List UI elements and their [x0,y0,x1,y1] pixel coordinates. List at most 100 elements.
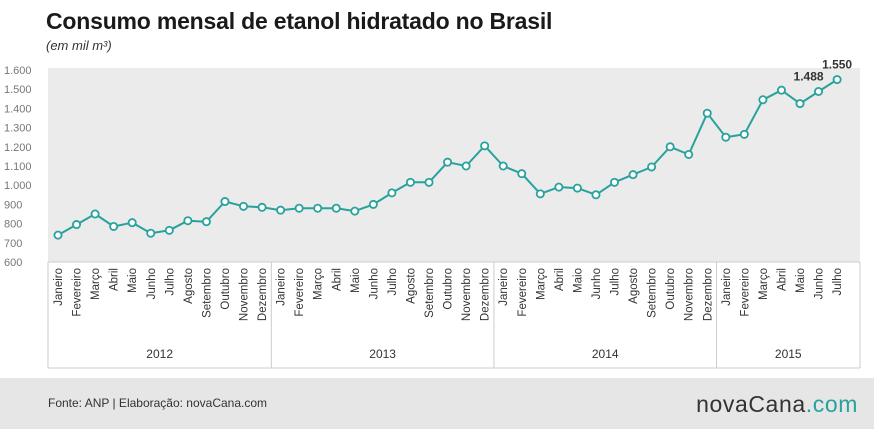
x-tick-label: Dezembro [257,268,269,321]
x-tick-label: Junho [814,268,826,299]
x-tick-label: Junho [368,268,380,299]
y-tick-label: 1.500 [4,84,32,96]
data-point [721,132,731,142]
data-point [628,170,638,180]
data-point [610,177,620,187]
data-point [739,129,749,139]
data-point [294,203,304,213]
data-point [665,142,675,152]
data-point [572,183,582,193]
year-label: 2015 [775,347,802,361]
x-tick-label: Maio [795,268,807,293]
novacana-logo: novaCana.com [696,391,858,418]
footer-bar: Fonte: ANP | Elaboração: novaCana.com no… [0,378,874,429]
data-point [758,95,768,105]
x-tick-label: Outubro [220,268,232,310]
x-tick-label: Março [758,268,770,300]
data-point [331,203,341,213]
x-tick-label: Abril [109,268,121,291]
data-point [498,161,508,171]
x-tick-label: Janeiro [276,268,288,306]
data-point [72,220,82,230]
data-point [517,169,527,179]
data-point [90,209,100,219]
data-point [238,201,248,211]
y-tick-label: 1.000 [4,180,32,192]
data-point [276,205,286,215]
data-point [702,108,712,118]
x-tick-label: Março [535,268,547,300]
y-tick-label: 1.200 [4,142,32,154]
x-tick-label: Junho [591,268,603,299]
chart-subtitle: (em mil m³) [46,38,112,53]
x-tick-label: Outubro [665,268,677,310]
data-point [480,141,490,151]
data-point [201,217,211,227]
plot-background [48,68,860,262]
y-tick-label: 1.400 [4,103,32,115]
logo-domain: .com [805,391,858,417]
data-point [127,218,137,228]
x-tick-label: Outubro [443,268,455,310]
x-tick-label: Dezembro [702,268,714,321]
data-point [164,225,174,235]
data-point [109,221,119,231]
data-point [257,202,267,212]
x-tick-label: Janeiro [498,268,510,306]
year-label: 2013 [369,347,396,361]
x-tick-label: Julho [164,268,176,296]
x-tick-label: Setembro [201,268,213,318]
x-tick-label: Abril [776,268,788,291]
x-tick-label: Novembro [461,268,473,321]
data-point [53,230,63,240]
x-tick-label: Novembro [684,268,696,321]
data-point [814,87,824,97]
data-point [795,99,805,109]
data-point [554,182,564,192]
line-chart: 600 700 800 900 1.000 1.100 1.200 1.300 1.400 1.5… [4,58,861,369]
x-tick-label: Julho [832,268,844,296]
data-label: 1.488 [794,70,824,84]
x-tick-label: Abril [554,268,566,291]
data-point [220,197,230,207]
y-tick-label: 800 [4,219,22,231]
x-tick-label: Dezembro [480,268,492,321]
x-tick-label: Setembro [647,268,659,318]
data-point [387,188,397,198]
x-tick-label: Julho [610,268,622,296]
data-point [146,228,156,238]
source-note: Fonte: ANP | Elaboração: novaCana.com [48,396,268,410]
x-tick-label: Maio [572,268,584,293]
data-point [424,177,434,187]
x-tick-label: Maio [350,268,362,293]
y-tick-label: 900 [4,199,22,211]
x-tick-label: Agosto [405,268,417,304]
year-label: 2014 [592,347,619,361]
y-tick-label: 1.600 [4,65,32,77]
x-tick-label: Março [313,268,325,300]
year-label: 2012 [146,347,173,361]
y-tick-label: 1.100 [4,161,32,173]
y-tick-label: 600 [4,257,22,269]
data-point [684,149,694,159]
x-tick-label: Junho [146,268,158,299]
logo-name: novaCana [696,391,806,417]
data-point [350,206,360,216]
data-point [832,75,842,85]
x-tick-label: Julho [387,268,399,296]
x-tick-label: Fevereiro [517,268,529,317]
data-point [591,190,601,200]
x-tick-label: Fevereiro [294,268,306,317]
data-point [535,189,545,199]
data-point [313,203,323,213]
data-point [776,85,786,95]
x-tick-label: Fevereiro [739,268,751,317]
data-point [368,199,378,209]
x-tick-label: Maio [127,268,139,293]
x-tick-label: Janeiro [721,268,733,306]
y-tick-label: 1.300 [4,123,32,135]
x-tick-label: Abril [331,268,343,291]
x-tick-label: Setembro [424,268,436,318]
data-point [443,157,453,167]
x-tick-label: Fevereiro [72,268,84,317]
